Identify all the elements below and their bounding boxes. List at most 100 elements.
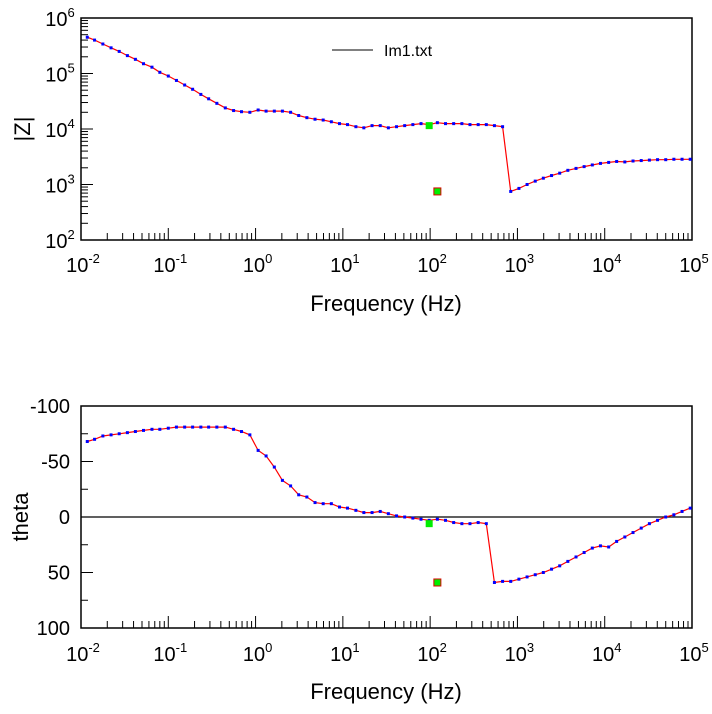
data-point (93, 38, 97, 42)
data-point (484, 123, 488, 127)
data-point (289, 484, 293, 488)
data-point (468, 123, 472, 127)
data-point (541, 176, 545, 180)
data-point (501, 579, 505, 583)
data-point (158, 427, 162, 431)
data-point (150, 427, 154, 431)
x-tick-label: 102 (417, 251, 446, 277)
data-point (93, 437, 97, 441)
data-point (297, 493, 301, 497)
x-tick-label: 104 (592, 251, 621, 277)
y-tick-label: 105 (45, 61, 74, 87)
data-point (166, 426, 170, 430)
data-point (174, 425, 178, 429)
data-point (639, 526, 643, 530)
data-point (631, 531, 635, 535)
data-point (647, 522, 651, 526)
y-tick-label: 0 (59, 507, 70, 529)
y-tick-label: 50 (48, 563, 70, 585)
data-point (174, 78, 178, 82)
data-point (607, 160, 611, 164)
data-point (109, 433, 113, 437)
data-point (509, 579, 513, 583)
y-tick-label: 106 (45, 5, 74, 31)
x-tick-label: 10-1 (153, 251, 187, 277)
data-point (680, 157, 684, 161)
data-point (133, 57, 137, 61)
data-point (558, 171, 562, 175)
data-point (639, 159, 643, 163)
series-line (87, 426, 691, 584)
data-point (362, 126, 366, 130)
data-point (664, 158, 668, 162)
data-point (566, 168, 570, 172)
data-point (280, 478, 284, 482)
highlighted-point[interactable] (433, 578, 442, 587)
data-point (313, 501, 317, 505)
data-point (631, 159, 635, 163)
data-point (395, 125, 399, 129)
x-tick-label: 101 (330, 251, 359, 277)
highlighted-point[interactable] (433, 187, 442, 196)
data-point (117, 432, 121, 436)
data-point (688, 506, 692, 510)
data-point (125, 54, 129, 58)
data-point (484, 522, 488, 526)
data-point (672, 513, 676, 517)
data-point (590, 546, 594, 550)
data-point (476, 521, 480, 525)
data-point (656, 158, 660, 162)
data-point (517, 577, 521, 581)
data-point (183, 425, 187, 429)
data-point (444, 122, 448, 126)
data-point (345, 506, 349, 510)
data-point (403, 515, 407, 519)
data-point (517, 186, 521, 190)
data-point (329, 120, 333, 124)
phase-chart: -100 -50 0 50 100 10-2 10-1 100 101 102 103 104 105… (8, 396, 709, 704)
data-point (150, 65, 154, 69)
data-point (256, 448, 260, 452)
data-point (305, 495, 309, 499)
data-point (362, 511, 366, 515)
y-tick-label: 100 (37, 618, 70, 640)
data-point (141, 428, 145, 432)
data-point (199, 92, 203, 96)
highlighted-point[interactable] (425, 520, 433, 528)
data-point (582, 551, 586, 555)
data-point (492, 124, 496, 128)
data-point (101, 434, 105, 438)
series-line (87, 36, 691, 193)
data-point (550, 567, 554, 571)
data-point (117, 49, 121, 53)
data-point (468, 522, 472, 526)
data-point (598, 161, 602, 165)
data-point (574, 555, 578, 559)
data-point (354, 125, 358, 129)
data-point (240, 110, 244, 114)
data-point (280, 109, 284, 113)
data-point (125, 431, 129, 435)
data-point (240, 430, 244, 434)
highlighted-point[interactable] (425, 122, 433, 130)
data-point (411, 123, 415, 127)
data-point (566, 559, 570, 563)
data-point (264, 109, 268, 113)
data-point (248, 110, 252, 114)
data-point (289, 110, 293, 114)
data-point (337, 505, 341, 509)
data-point (183, 83, 187, 87)
x-tick-label: 104 (592, 640, 621, 666)
data-point (386, 126, 390, 130)
data-point (321, 502, 325, 506)
data-point (378, 124, 382, 128)
data-point (688, 157, 692, 161)
data-point (223, 106, 227, 110)
magnitude-x-axis-title: Frequency (Hz) (310, 291, 462, 316)
data-point (272, 109, 276, 113)
x-tick-label: 10-1 (153, 640, 187, 666)
data-point (492, 580, 496, 584)
data-point (525, 183, 529, 186)
data-point (232, 109, 236, 113)
